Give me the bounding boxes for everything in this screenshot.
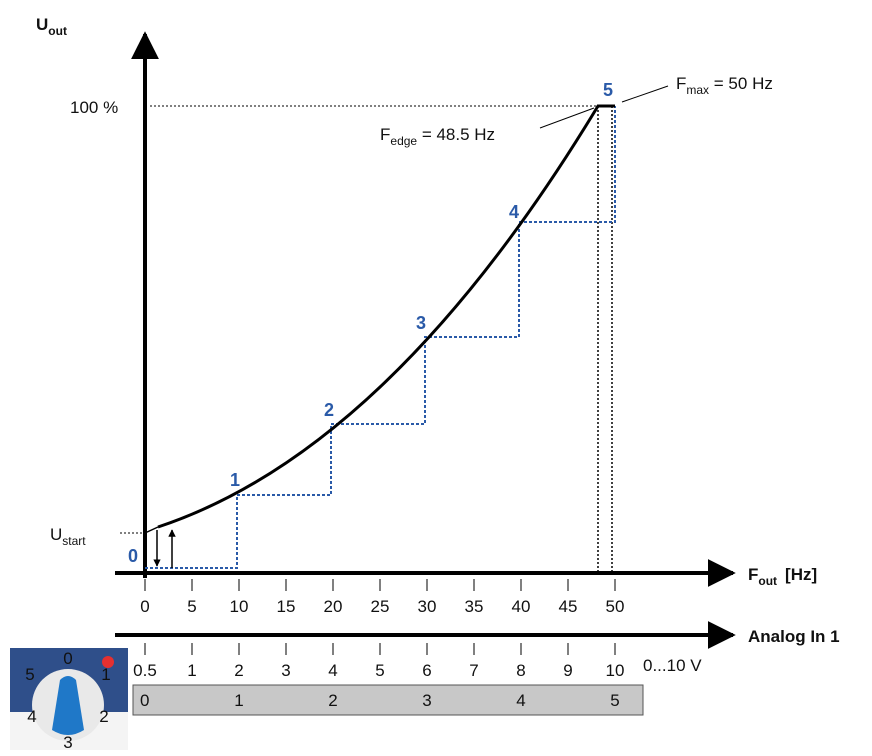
selector-bar: [132, 684, 644, 716]
selector-label: 3: [422, 691, 431, 710]
f-edge-main: F: [380, 125, 390, 144]
x-tick-label: 0: [140, 597, 149, 616]
x-tick-label: 20: [324, 597, 343, 616]
x-tick-label: 30: [418, 597, 437, 616]
x-tick-label: 15: [277, 597, 296, 616]
x-tick-label: 45: [559, 597, 578, 616]
point-label: 4: [509, 202, 519, 222]
analog-range: 0...10 V: [643, 656, 702, 675]
point-label: 3: [416, 313, 426, 333]
edge-leader: [539, 107, 595, 129]
y-label-sub: out: [48, 24, 67, 38]
knob-label: 5: [25, 665, 34, 684]
analog-tick-label: 3: [281, 661, 290, 680]
u-start-main: U: [50, 525, 62, 544]
x-axis-label: Fout [Hz]: [748, 565, 817, 588]
f-edge-sub: edge: [390, 134, 417, 148]
analog-tick-label: 4: [328, 661, 337, 680]
selector-label: 5: [610, 691, 619, 710]
x-tick-label: 50: [606, 597, 625, 616]
x-tick-label: 25: [371, 597, 390, 616]
f-max-value: = 50 Hz: [709, 74, 773, 93]
f-max-main: F: [676, 74, 686, 93]
point-label: 0: [128, 546, 138, 566]
analog-axis-label: Analog In 1: [748, 627, 840, 646]
knob-label: 4: [27, 707, 36, 726]
x-tick-label: 5: [187, 597, 196, 616]
analog-tick-label: 1: [187, 661, 196, 680]
x-label-main: F: [748, 565, 758, 584]
selector-label: 4: [516, 691, 525, 710]
knob-label: 0: [63, 649, 72, 668]
selector-label: 1: [234, 691, 243, 710]
point-label: 2: [324, 400, 334, 420]
u-start-gap: [144, 526, 159, 534]
y-axis-label: Uout: [36, 15, 67, 38]
step-line: [145, 106, 616, 569]
analog-tick-label: 5: [375, 661, 384, 680]
analog-tick-label: 6: [422, 661, 431, 680]
u-start-sub: start: [62, 534, 86, 548]
analog-tick-label: 0.5: [133, 661, 157, 680]
f-max-sub: max: [686, 83, 709, 97]
f-edge-value: = 48.5 Hz: [417, 125, 495, 144]
u-start-label: Ustart: [50, 525, 86, 548]
max-leader: [621, 85, 669, 103]
knob-image: [10, 648, 128, 750]
x-unit: [Hz]: [785, 565, 817, 584]
knob-label: 1: [101, 665, 110, 684]
x-tick-label: 10: [230, 597, 249, 616]
point-label: 1: [230, 470, 240, 490]
f-edge-label: Fedge = 48.5 Hz: [380, 125, 495, 148]
analog-tick-label: 2: [234, 661, 243, 680]
f-max-label: Fmax = 50 Hz: [676, 74, 773, 97]
selector-label: 0: [140, 691, 149, 710]
knob-label: 3: [63, 733, 72, 752]
x-tick-label: 35: [465, 597, 484, 616]
knob-label: 2: [99, 707, 108, 726]
analog-tick-label: 7: [469, 661, 478, 680]
x-label-sub: out: [758, 574, 777, 588]
analog-tick-label: 10: [606, 661, 625, 680]
u-f-curve: [157, 104, 615, 529]
y-tick-100: 100 %: [70, 98, 118, 117]
x-tick-label: 40: [512, 597, 531, 616]
y-label-main: U: [36, 15, 48, 34]
analog-tick-label: 9: [563, 661, 572, 680]
point-label: 5: [603, 80, 613, 100]
selector-label: 2: [328, 691, 337, 710]
analog-tick-label: 8: [516, 661, 525, 680]
